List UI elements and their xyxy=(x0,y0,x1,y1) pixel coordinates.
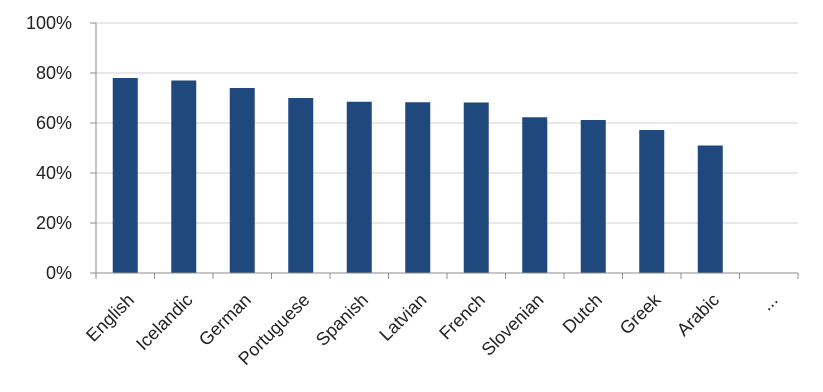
bar-slovenian xyxy=(522,117,548,273)
x-tick-label: German xyxy=(195,290,255,350)
x-tick-label: Icelandic xyxy=(132,290,196,354)
x-tick-label: Greek xyxy=(616,289,666,339)
y-tick-label: 40% xyxy=(36,163,72,183)
x-tick-label: Spanish xyxy=(312,290,372,350)
bar-greek xyxy=(639,130,665,273)
bar-latvian xyxy=(405,102,431,273)
y-tick-label: 0% xyxy=(46,263,72,283)
bar-icelandic xyxy=(171,80,197,273)
x-tick-label: French xyxy=(435,290,489,344)
bar-portuguese xyxy=(288,98,314,273)
bars xyxy=(112,78,723,273)
y-tick-label: 100% xyxy=(26,13,72,33)
bar-german xyxy=(229,88,255,273)
x-tick-label: Dutch xyxy=(559,290,606,337)
y-tick-label: 20% xyxy=(36,213,72,233)
x-tick-label: English xyxy=(82,290,138,346)
gridlines xyxy=(96,22,798,224)
bar-english xyxy=(112,78,138,273)
x-tick-label: ... xyxy=(757,290,782,315)
bar-french xyxy=(463,102,489,273)
x-tick-label: Slovenian xyxy=(478,290,548,360)
x-tick-label: Latvian xyxy=(375,290,430,345)
y-tick-label: 80% xyxy=(36,63,72,83)
bar-arabic xyxy=(697,145,723,273)
bar-spanish xyxy=(346,101,372,273)
y-tick-label: 60% xyxy=(36,113,72,133)
y-axis-ticks: 0% 20% 40% 60% 80% 100% xyxy=(26,13,96,283)
bar-dutch xyxy=(580,120,606,273)
x-tick-label: Arabic xyxy=(673,290,723,340)
